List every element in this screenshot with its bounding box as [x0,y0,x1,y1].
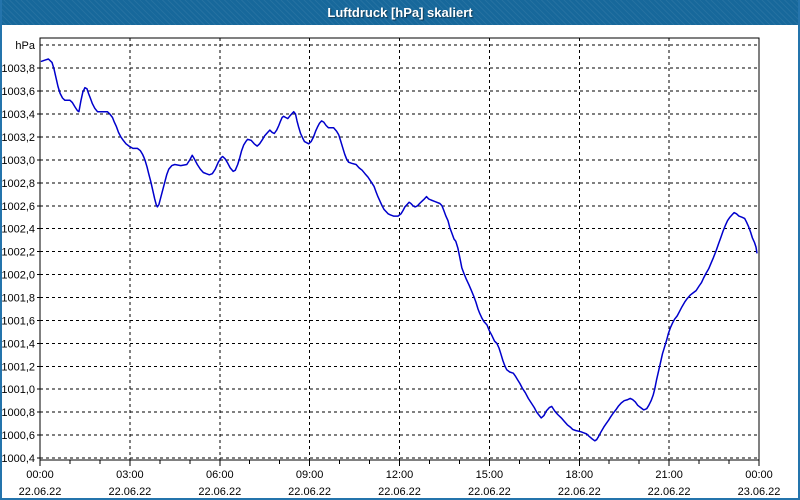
pressure-chart: 1003,8 1003,6 1003,4 1003,2 1003,0 1002,8 1002… [1,37,781,498]
window-border-bottom [0,498,800,500]
x-axis-date-label: 22.06.22 [648,486,691,498]
x-axis-time-label: 18:00 [566,469,594,481]
y-axis-tick-label: 1003,6 [1,86,35,98]
window-title: Luftdruck [hPa] skaliert [327,5,473,20]
x-axis-time-label: 06:00 [206,469,234,481]
window-border-right [798,0,800,500]
x-axis-date-label: 22.06.22 [558,486,601,498]
y-axis-tick-label: 1002,0 [1,270,35,282]
x-axis-date-label: 22.06.22 [468,486,511,498]
y-axis-tick-label: 1000,6 [1,430,35,442]
y-axis-tick-label: 1003,2 [1,132,35,144]
y-axis-tick-label: 1003,4 [1,109,35,121]
x-axis-date-label: 22.06.22 [108,486,151,498]
x-axis-date-label: 22.06.22 [288,486,331,498]
window-border-left [0,0,2,500]
y-axis-tick-label: 1001,4 [1,338,35,350]
y-axis-tick-label: 1002,2 [1,247,35,259]
x-axis-time-label: 15:00 [476,469,504,481]
pressure-series-line [40,58,758,442]
y-axis-tick-label: 1001,6 [1,315,35,327]
y-axis-tick-label: 1001,0 [1,384,35,396]
y-axis-unit-label: hPa [15,40,35,52]
y-axis-tick-label: 1001,8 [1,293,35,305]
y-axis-tick-label: 1002,6 [1,201,35,213]
x-axis-time-label: 03:00 [116,469,144,481]
y-axis-tick-label: 1000,4 [1,453,35,465]
y-axis-tick-label: 1003,0 [1,155,35,167]
x-axis-time-label: 00:00 [745,469,773,481]
x-axis-time-label: 21:00 [655,469,683,481]
title-bar: Luftdruck [hPa] skaliert [0,0,800,25]
x-axis-date-label: 22.06.22 [19,486,62,498]
y-axis-tick-label: 1003,8 [1,63,35,75]
y-axis-tick-label: 1002,4 [1,224,35,236]
x-axis-date-label: 23.06.22 [738,486,781,498]
y-axis-tick-label: 1001,2 [1,361,35,373]
y-axis-tick-label: 1000,8 [1,407,35,419]
x-axis-time-label: 00:00 [26,469,54,481]
y-axis-tick-label: 1002,8 [1,178,35,190]
x-axis-time-label: 12:00 [386,469,414,481]
x-axis-date-label: 22.06.22 [378,486,421,498]
x-axis-time-label: 09:00 [296,469,324,481]
x-axis-date-label: 22.06.22 [198,486,241,498]
